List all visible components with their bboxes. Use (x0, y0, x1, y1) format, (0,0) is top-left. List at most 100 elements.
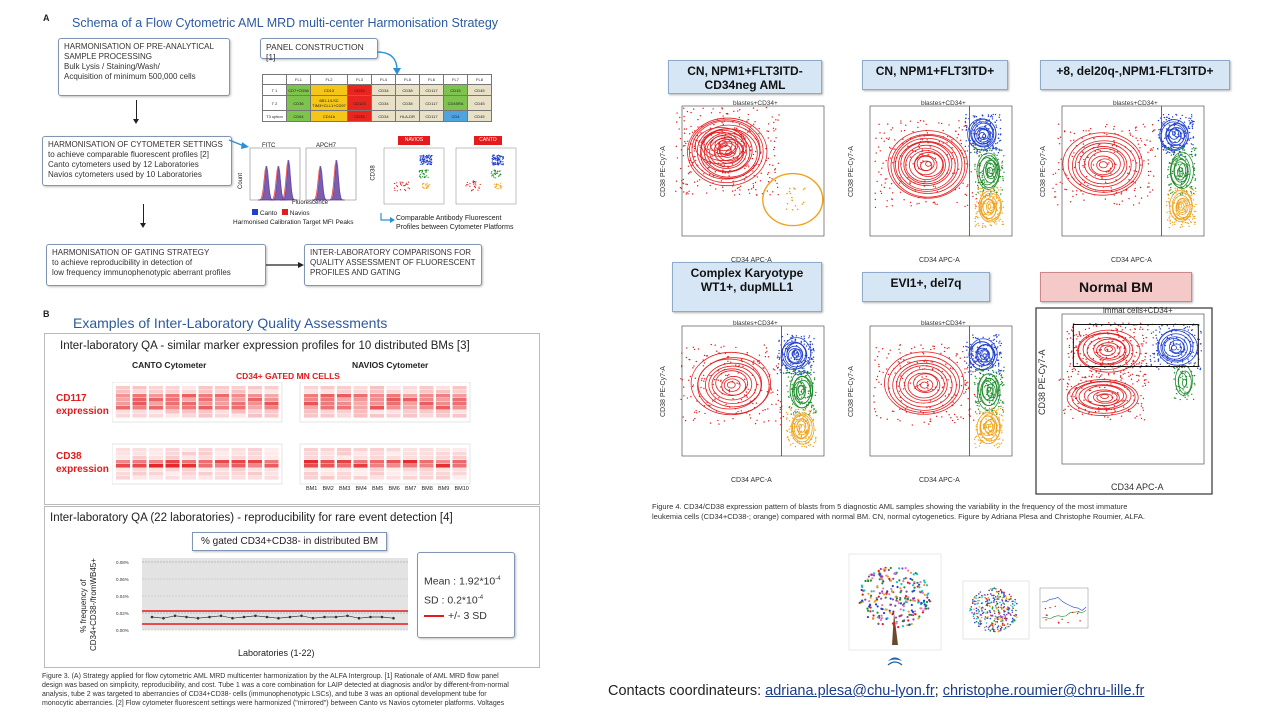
dot (502, 163, 504, 165)
event-dot (778, 114, 780, 116)
event-dot (1184, 152, 1186, 155)
event-dot (735, 412, 737, 414)
event-dot (997, 438, 999, 441)
event-dot (1167, 122, 1169, 125)
event-dot (1193, 382, 1195, 385)
event-dot (1110, 173, 1112, 175)
tree-leaf (923, 599, 926, 602)
event-dot (1157, 341, 1159, 344)
event-dot (974, 337, 977, 339)
event-dot (1154, 129, 1156, 131)
event-dot (812, 445, 815, 448)
event-dot (1147, 159, 1149, 161)
event-dot (1133, 170, 1135, 172)
event-dot (790, 409, 792, 411)
plot-title-3: +8, del20q-,NPM1-FLT3ITD+ (1040, 60, 1230, 90)
event-dot (767, 171, 770, 174)
table-cell: CD33 (347, 84, 372, 96)
event-dot (1001, 430, 1003, 432)
table-cell: CD33 (347, 110, 372, 122)
tsne-dot (999, 601, 1001, 604)
event-dot (1174, 223, 1176, 226)
contact-email-roumier[interactable]: christophe.roumier@chru-lille.fr (942, 683, 1145, 699)
event-dot (741, 360, 743, 363)
event-dot (985, 382, 988, 385)
tree-leaf (898, 579, 901, 582)
event-dot (795, 413, 797, 415)
tree-leaf (892, 577, 895, 580)
event-dot (1168, 190, 1170, 192)
dot (502, 156, 505, 158)
event-dot (959, 139, 962, 142)
event-dot (1134, 195, 1137, 197)
strip-cell (264, 452, 279, 456)
tree-leaf (872, 574, 876, 577)
event-dot (787, 436, 789, 438)
event-dot (999, 340, 1001, 342)
strip-cell (116, 386, 130, 390)
event-dot (683, 107, 685, 109)
event-dot (754, 121, 756, 123)
table-header-cell: FL6 (419, 74, 444, 85)
event-dot (748, 129, 751, 131)
event-dot (976, 346, 979, 348)
event-dot (1090, 370, 1093, 373)
event-dot (686, 397, 689, 399)
tsne-dot (1006, 623, 1009, 625)
event-dot (747, 388, 749, 391)
event-dot (770, 140, 772, 142)
event-dot (1002, 179, 1004, 182)
event-dot (1161, 354, 1164, 356)
event-dot (1083, 181, 1086, 184)
event-dot (729, 169, 731, 172)
event-dot (972, 359, 974, 361)
event-dot (899, 408, 901, 410)
event-dot (752, 170, 754, 172)
event-dot (948, 414, 950, 416)
event-dot (998, 334, 1000, 336)
event-dot (990, 340, 992, 342)
strip-cell (320, 402, 335, 406)
event-dot (1079, 364, 1082, 366)
event-dot (1133, 399, 1135, 401)
tree-leaf (889, 579, 892, 582)
tsne-dot (984, 596, 987, 599)
dot (427, 186, 429, 188)
event-dot (985, 347, 987, 350)
event-dot (1073, 152, 1075, 154)
strip-cell (198, 452, 213, 456)
event-dot (1070, 385, 1073, 388)
event-dot (703, 136, 706, 139)
event-dot (735, 364, 737, 366)
event-dot (887, 373, 890, 376)
x-axis-label: CD34 APC-A (731, 257, 772, 264)
event-dot (979, 412, 981, 415)
event-dot (990, 114, 993, 117)
event-dot (942, 129, 944, 132)
tsne-dot (989, 610, 991, 612)
contour (697, 357, 770, 415)
event-dot (972, 371, 974, 373)
dot (467, 184, 469, 186)
contact-email-plesa[interactable]: adriana.plesa@chu-lyon.fr (765, 683, 935, 699)
event-dot (1171, 170, 1174, 173)
event-dot (977, 402, 979, 405)
strip-cell (231, 464, 246, 468)
event-dot (997, 189, 1000, 191)
event-dot (1191, 127, 1194, 130)
event-dot (898, 362, 901, 364)
event-dot (1130, 150, 1132, 152)
event-dot (989, 362, 991, 364)
bm-label: BM7 (405, 486, 416, 490)
event-dot (922, 353, 925, 355)
event-dot (1089, 127, 1092, 130)
dot (421, 171, 423, 173)
event-dot (985, 422, 988, 424)
event-dot (987, 120, 989, 122)
event-dot (788, 420, 791, 422)
dot (418, 171, 421, 173)
event-dot (1001, 220, 1004, 223)
event-dot (1096, 351, 1099, 354)
event-dot (745, 391, 748, 393)
event-dot (1151, 149, 1153, 151)
